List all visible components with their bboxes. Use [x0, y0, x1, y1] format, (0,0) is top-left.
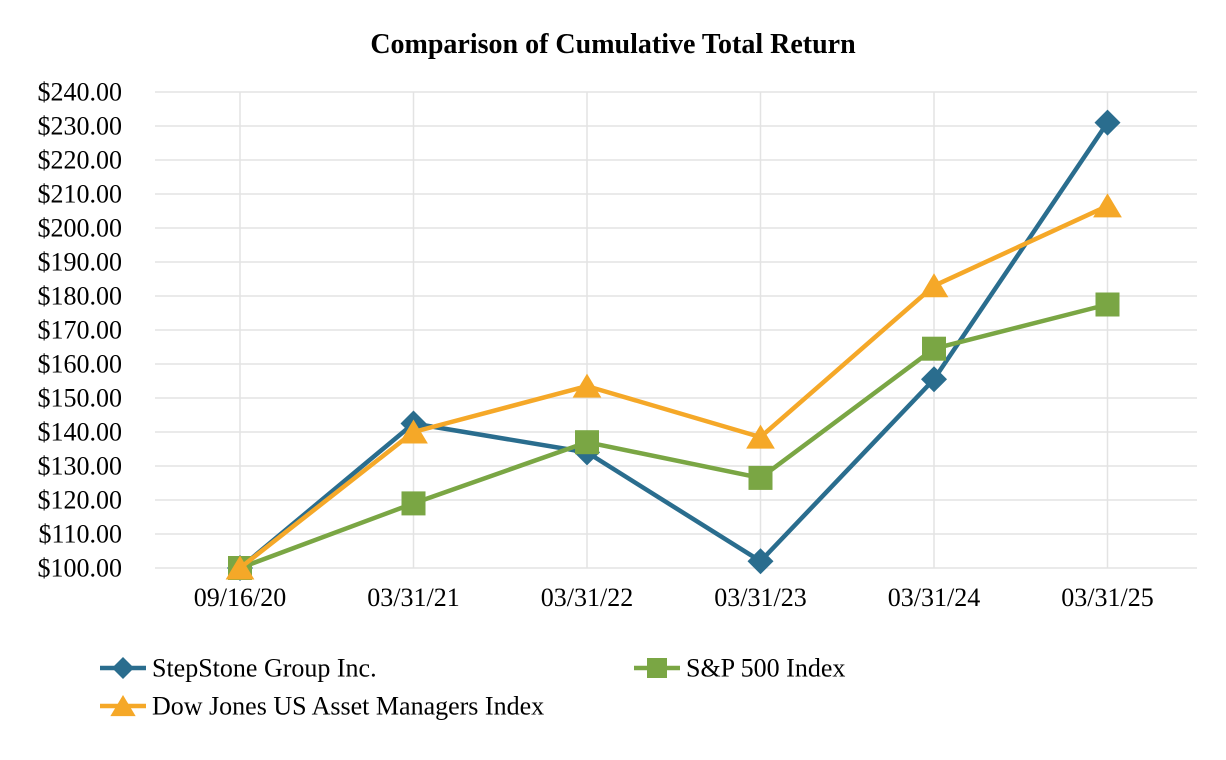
series-sp500-square-marker — [748, 465, 773, 490]
legend-key-dowjones — [100, 695, 146, 717]
y-tick-label: $150.00 — [38, 384, 123, 413]
series-dowjones-triangle-marker — [746, 424, 775, 449]
series-dowjones — [225, 193, 1122, 580]
legend-sp500-square-marker — [647, 658, 667, 678]
legend-stepstone-diamond-marker — [112, 657, 134, 679]
series-layer — [225, 109, 1122, 581]
x-tick-label: 03/31/22 — [541, 583, 633, 612]
y-tick-label: $110.00 — [38, 520, 122, 549]
x-tick-label: 03/31/24 — [888, 583, 980, 612]
series-sp500-square-marker — [401, 491, 426, 516]
series-sp500 — [228, 292, 1120, 580]
legend-label-stepstone: StepStone Group Inc. — [152, 654, 377, 683]
horizontal-gridlines — [155, 91, 1197, 569]
y-tick-label: $210.00 — [38, 180, 123, 209]
legend-key-sp500 — [634, 658, 680, 678]
x-tick-label: 03/31/23 — [714, 583, 806, 612]
x-axis-tick-labels: 09/16/20 03/31/21 03/31/22 03/31/23 03/31/24… — [194, 583, 1154, 612]
y-tick-label: $220.00 — [38, 146, 123, 175]
y-tick-label: $240.00 — [38, 78, 123, 107]
y-tick-label: $180.00 — [38, 282, 123, 311]
series-stepstone-diamond-marker — [747, 548, 774, 575]
y-tick-label: $140.00 — [38, 418, 123, 447]
series-dowjones-triangle-marker — [1093, 193, 1122, 218]
y-tick-label: $130.00 — [38, 452, 123, 481]
y-tick-label: $160.00 — [38, 350, 123, 379]
y-tick-label: $200.00 — [38, 214, 123, 243]
y-tick-label: $230.00 — [38, 112, 123, 141]
series-line-dowjones — [237, 203, 1110, 571]
legend-key-stepstone — [100, 657, 146, 679]
series-dowjones-triangle-marker — [572, 373, 602, 398]
series-sp500-square-marker — [922, 336, 946, 361]
series-line-sp500 — [237, 302, 1110, 571]
series-dowjones-triangle-marker — [919, 273, 949, 298]
legend: StepStone Group Inc. S&P 500 Index Dow J… — [100, 654, 845, 721]
y-tick-label: $100.00 — [38, 554, 123, 583]
series-stepstone — [227, 109, 1121, 581]
y-tick-label: $120.00 — [38, 486, 123, 515]
series-dowjones-triangle-marker — [399, 419, 428, 444]
legend-dowjones-triangle-marker — [110, 695, 136, 717]
y-tick-label: $190.00 — [38, 248, 123, 277]
legend-label-sp500: S&P 500 Index — [686, 654, 845, 683]
series-dowjones-triangle-marker — [225, 555, 255, 580]
chart-title: Comparison of Cumulative Total Return — [370, 29, 856, 60]
y-tick-label: $170.00 — [38, 316, 123, 345]
legend-label-dowjones: Dow Jones US Asset Managers Index — [152, 692, 544, 721]
series-line-stepstone — [237, 120, 1110, 571]
series-stepstone-diamond-marker — [1094, 109, 1121, 136]
series-sp500-square-marker — [1095, 292, 1120, 317]
legend-keys — [100, 657, 680, 717]
series-sp500-square-marker — [575, 430, 599, 455]
x-tick-label: 03/31/21 — [367, 583, 459, 612]
x-tick-label: 03/31/25 — [1061, 583, 1153, 612]
y-axis-tick-labels: $240.00 $230.00 $220.00 $210.00 $200.00 $190.… — [38, 78, 123, 583]
x-tick-label: 09/16/20 — [194, 583, 286, 612]
series-stepstone-diamond-marker — [921, 366, 947, 393]
